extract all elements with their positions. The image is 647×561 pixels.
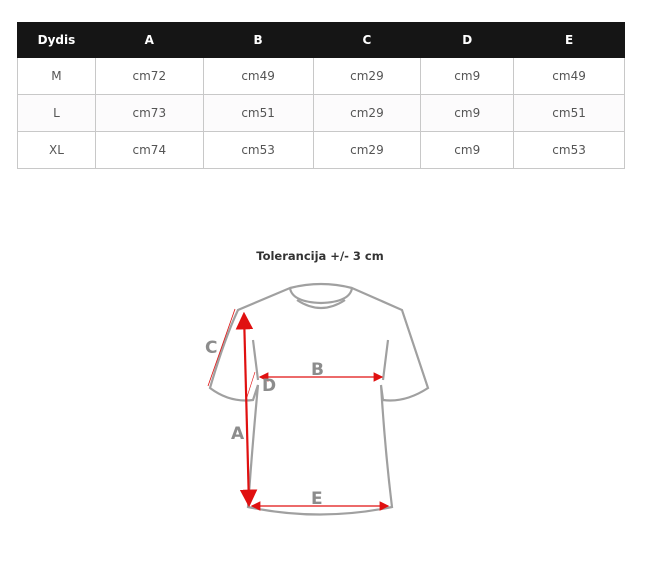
label-e: E xyxy=(311,489,323,509)
arrow-a xyxy=(235,311,258,508)
table-cell: cm29 xyxy=(312,131,422,169)
table-cell: M xyxy=(17,57,96,95)
table-cell: cm51 xyxy=(202,94,314,132)
measure-arrows xyxy=(207,308,390,511)
table-cell: cm29 xyxy=(312,57,422,95)
header-c: C xyxy=(312,22,422,58)
table-cell: cm74 xyxy=(94,131,204,169)
table-cell: cm53 xyxy=(513,131,625,169)
label-a: A xyxy=(231,424,245,444)
header-d: D xyxy=(420,22,515,58)
table-cell: cm53 xyxy=(202,131,314,169)
header-size: Dydis xyxy=(17,22,96,58)
label-b: B xyxy=(311,360,324,380)
table-cell: cm9 xyxy=(420,94,515,132)
table-cell: XL xyxy=(17,131,96,169)
table-cell: cm9 xyxy=(420,57,515,95)
table-cell: cm51 xyxy=(513,94,625,132)
table-header-row: Dydis A B C D E xyxy=(17,22,625,58)
arrow-d xyxy=(246,371,256,398)
table-cell: cm49 xyxy=(202,57,314,95)
label-d: D xyxy=(262,376,276,396)
tolerance-title: Tolerancija +/- 3 cm xyxy=(256,249,384,263)
table-cell: cm72 xyxy=(94,57,204,95)
header-e: E xyxy=(513,22,625,58)
table-row: XL cm74 cm53 cm29 cm9 cm53 xyxy=(17,131,625,169)
tshirt-outline xyxy=(208,282,430,516)
table-cell: cm49 xyxy=(513,57,625,95)
table-cell: cm9 xyxy=(420,131,515,169)
label-c: C xyxy=(205,338,217,358)
arrow-c xyxy=(207,308,236,387)
table-cell: cm29 xyxy=(312,94,422,132)
header-b: B xyxy=(202,22,314,58)
